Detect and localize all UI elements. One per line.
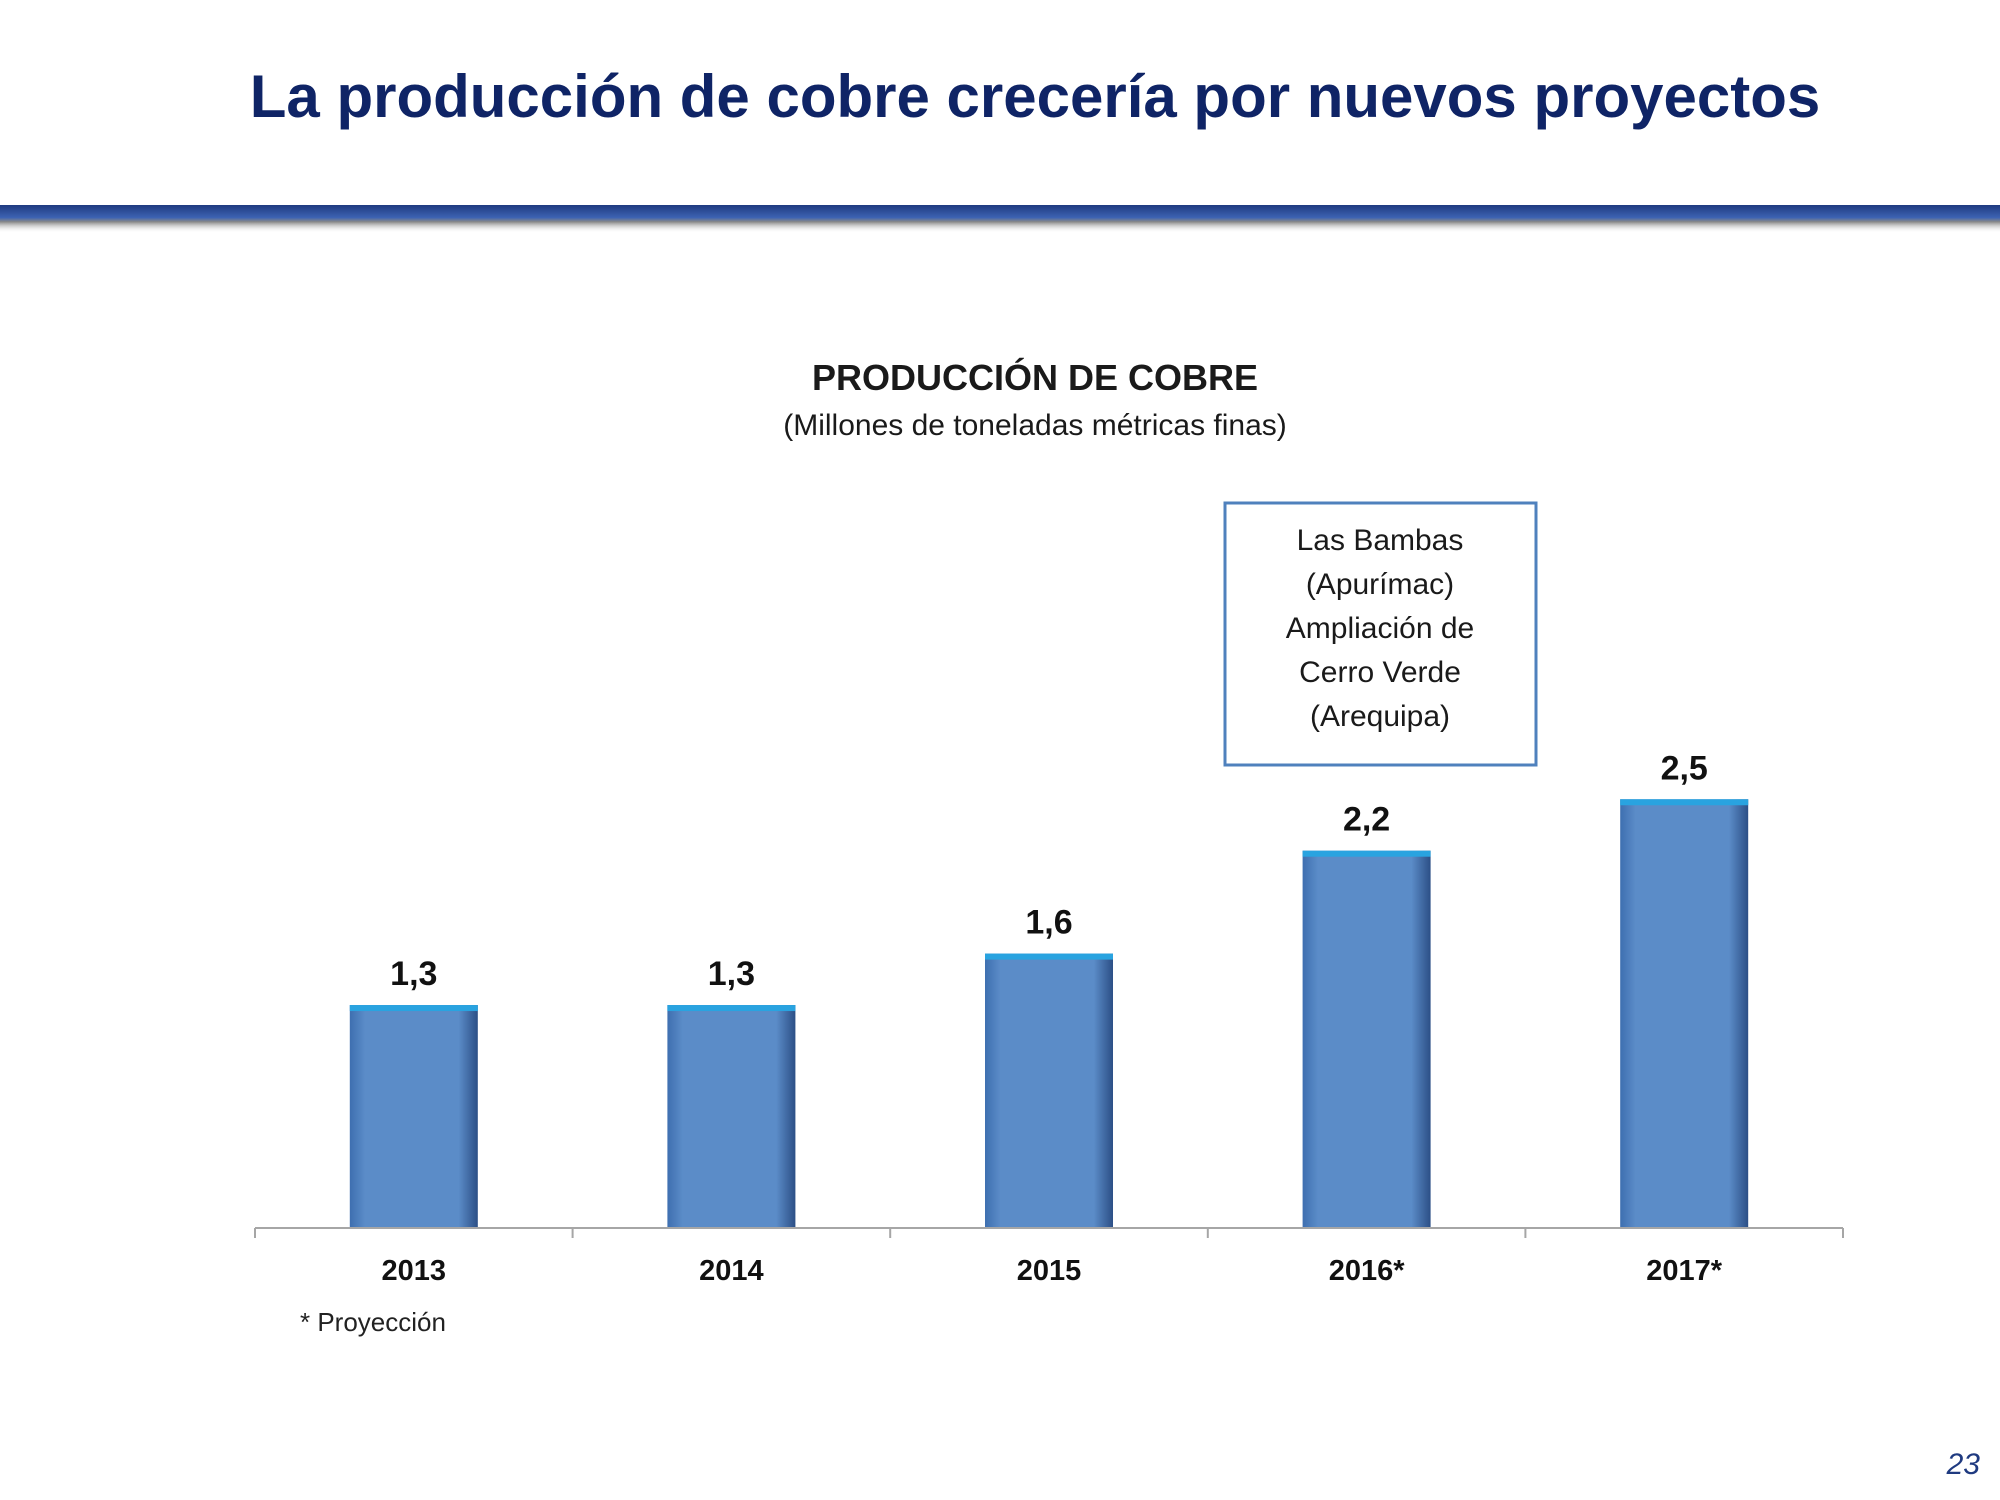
annotation-line: Cerro Verde — [1299, 656, 1461, 689]
x-tick-label: 2014 — [699, 1255, 764, 1287]
chart-subtitle: (Millones de toneladas métricas finas) — [783, 409, 1287, 442]
value-label: 1,6 — [1025, 904, 1072, 942]
bar-top-highlight — [1302, 850, 1431, 857]
bar-2014 — [667, 1005, 796, 1228]
page-number: 23 — [1946, 1448, 1980, 1481]
x-axis-ticks — [254, 1228, 1844, 1238]
bar-top-highlight — [349, 1005, 478, 1012]
x-tick-label: 2016* — [1329, 1255, 1406, 1287]
x-axis-tick-labels: 2013 2014 2015 2016* 2017* — [382, 1255, 1723, 1287]
value-label: 2,2 — [1343, 801, 1390, 839]
value-label: 1,3 — [708, 955, 755, 993]
value-label: 2,5 — [1661, 749, 1708, 787]
bar-top-highlight — [1620, 799, 1749, 806]
annotation-box: Las Bambas (Apurímac) Ampliación de Cerro V… — [1223, 501, 1538, 767]
bars-layer — [349, 799, 1749, 1228]
x-tick-label: 2017* — [1646, 1255, 1723, 1287]
bar-2016 — [1302, 850, 1431, 1228]
x-tick-label: 2013 — [382, 1255, 447, 1287]
annotation-line: (Apurímac) — [1306, 568, 1454, 601]
chart-footnote: * Proyección — [300, 1307, 446, 1337]
value-labels-layer: 1,3 1,3 1,6 2,2 2,5 — [390, 749, 1708, 993]
bar-top-highlight — [985, 953, 1113, 960]
bar-2013 — [349, 1005, 478, 1228]
bar-2017 — [1620, 799, 1749, 1228]
annotation-line: (Arequipa) — [1310, 700, 1450, 733]
x-tick-label: 2015 — [1017, 1255, 1082, 1287]
title-divider — [0, 205, 2000, 233]
slide-title: La producción de cobre crecería por nuev… — [249, 63, 1821, 130]
annotation-line: Ampliación de — [1286, 612, 1474, 645]
value-label: 1,3 — [390, 955, 437, 993]
bar-2015 — [985, 953, 1113, 1228]
annotation-line: Las Bambas — [1297, 524, 1464, 557]
chart-title: PRODUCCIÓN DE COBRE — [812, 356, 1258, 398]
bar-top-highlight — [667, 1005, 796, 1012]
